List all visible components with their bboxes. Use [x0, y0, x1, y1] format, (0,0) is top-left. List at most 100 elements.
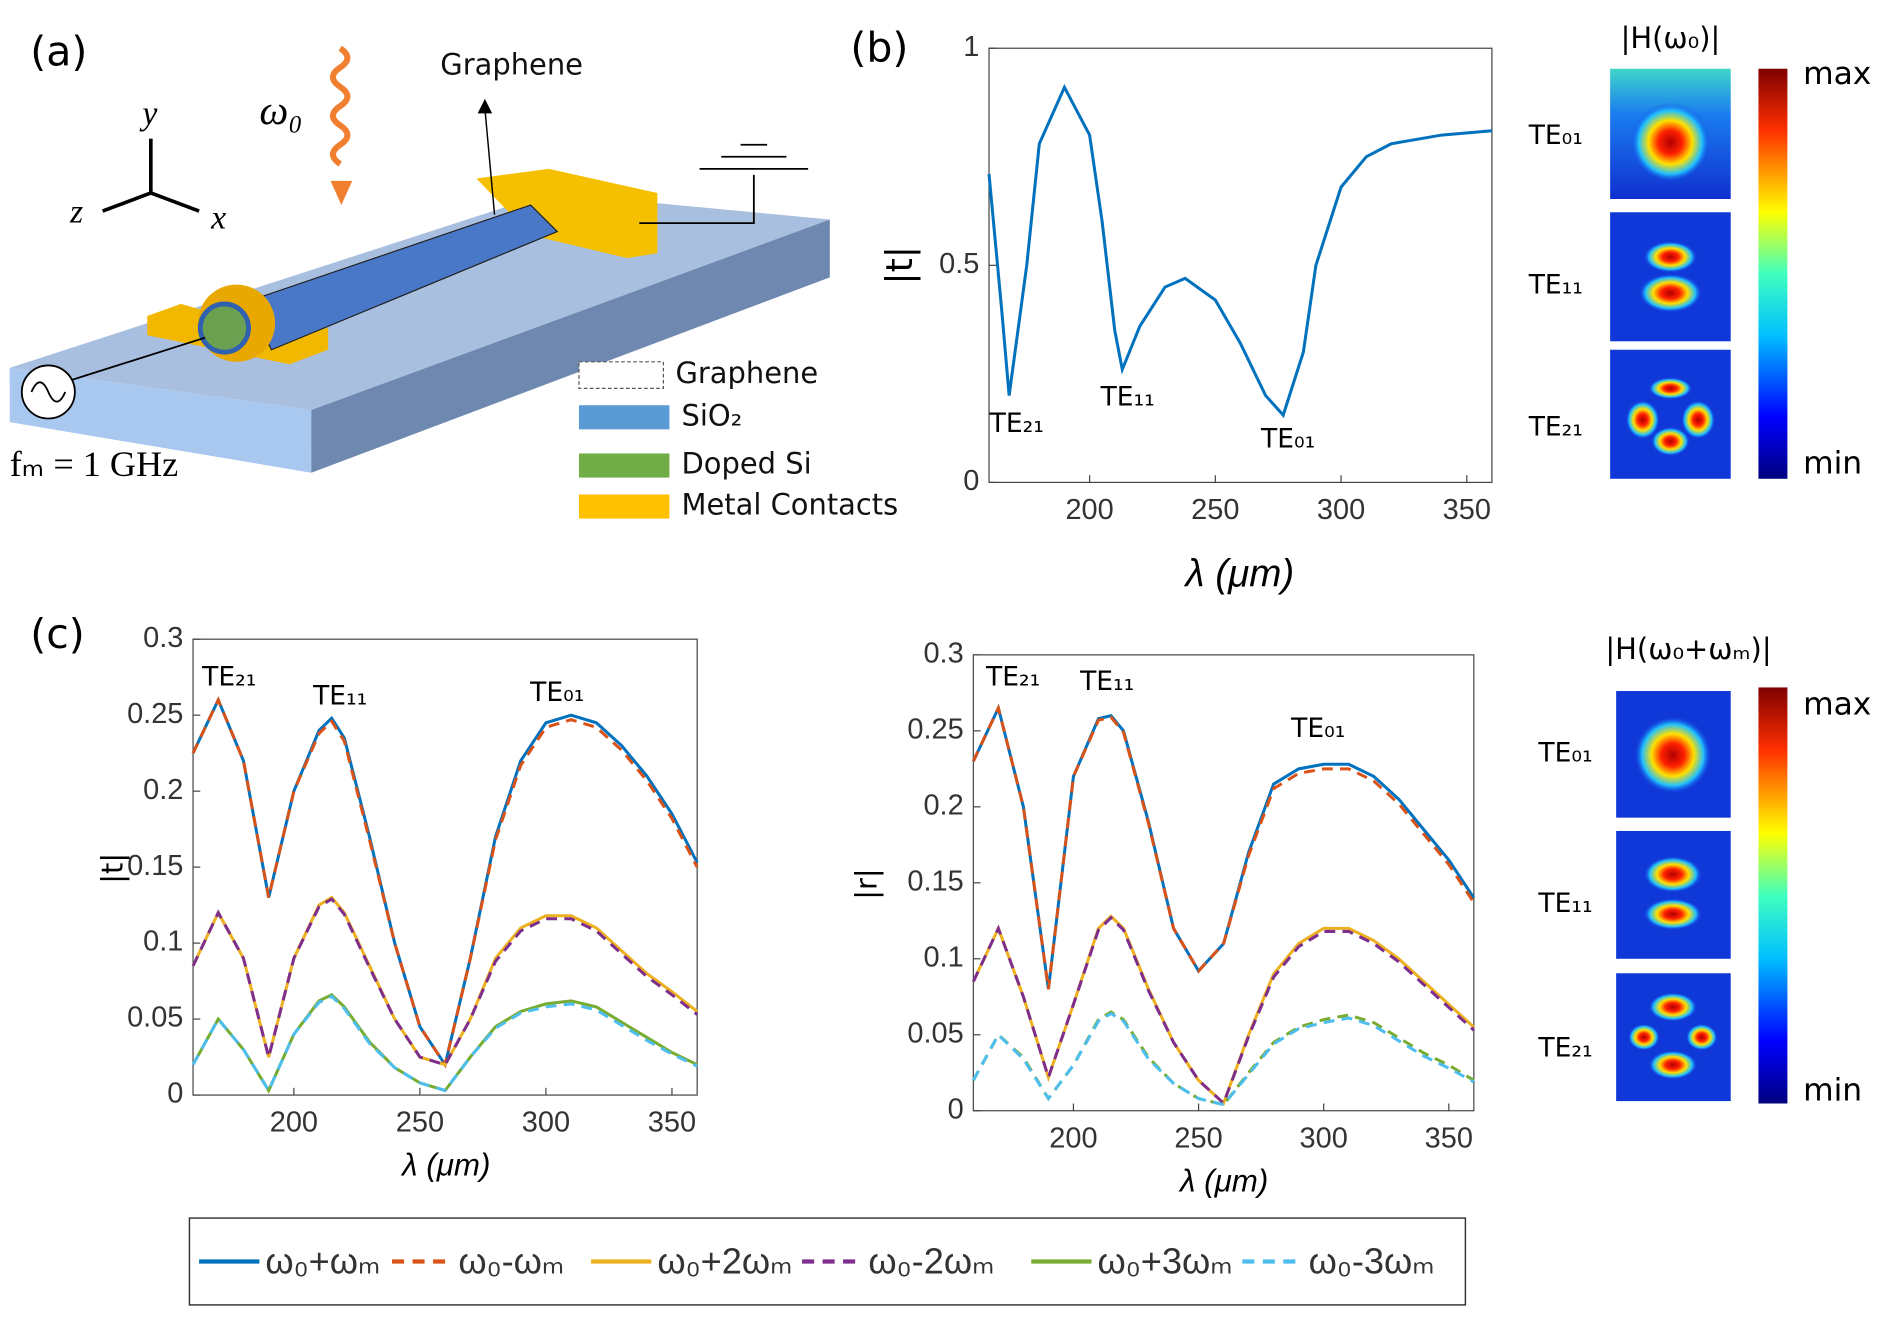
legend-swatch	[578, 453, 670, 478]
doped-si-core	[197, 301, 251, 355]
x-axis-label: λ (μm)	[400, 1148, 490, 1183]
annotation: TE₀₁	[1290, 713, 1345, 744]
y-tick-label: 0.15	[127, 850, 183, 882]
x-tick-label: 250	[396, 1107, 444, 1139]
mode-map	[1616, 830, 1731, 959]
map-title: |H(ω₀)|	[1621, 21, 1721, 55]
x-tick-label: 250	[1174, 1122, 1222, 1154]
series-line	[972, 1011, 1475, 1107]
colorbar	[1758, 68, 1788, 479]
legend-swatch	[578, 405, 670, 430]
substrate-side	[311, 219, 830, 473]
colorbar-max: max	[1803, 687, 1871, 723]
colorbar	[1758, 687, 1788, 1104]
legend-label: ω₀-3ωₘ	[1309, 1240, 1435, 1281]
y-tick-label: 0.1	[923, 941, 963, 973]
mode-spot	[1681, 400, 1716, 439]
map-title: |H(ω₀+ωₘ)|	[1605, 632, 1771, 666]
axis-arrow	[101, 191, 152, 213]
mode-spot	[1643, 856, 1702, 893]
axis-label: x	[210, 199, 226, 236]
series-line	[191, 696, 699, 1069]
panel-label: (b)	[850, 24, 908, 72]
y-tick-label: 0.5	[939, 248, 979, 280]
arrowhead	[477, 98, 493, 114]
pointer	[484, 108, 496, 215]
y-tick-label: 1	[963, 31, 979, 63]
y-tick-label: 0.05	[907, 1017, 963, 1049]
contact-right	[476, 168, 658, 259]
annotation: TE₁₁	[312, 681, 367, 712]
series-line	[971, 703, 1476, 990]
axis-label: z	[69, 193, 83, 230]
y-tick-label: 0	[948, 1093, 964, 1125]
y-tick-label: 0.3	[143, 622, 183, 654]
omega-label: ω₀	[259, 87, 302, 133]
x-tick-label: 200	[1065, 494, 1113, 526]
mode-spot	[1648, 377, 1693, 400]
mode-spot	[1643, 241, 1697, 273]
y-axis-label: |r|	[849, 868, 883, 899]
colorbar-min: min	[1803, 445, 1862, 481]
light-wave	[329, 45, 351, 167]
mode-spot	[1639, 273, 1702, 313]
mode-spot	[1625, 400, 1660, 439]
mode-label: TE₁₁	[1537, 888, 1592, 919]
x-tick-label: 250	[1191, 494, 1239, 526]
series-line	[191, 994, 698, 1094]
mode-label: TE₀₁	[1537, 737, 1592, 768]
x-tick-label: 350	[1443, 494, 1491, 526]
legend-label: Metal Contacts	[681, 488, 898, 522]
annotation: TE₂₁	[201, 661, 256, 692]
y-tick-label: 0.3	[923, 638, 963, 670]
legend-label: ω₀+2ωₘ	[657, 1240, 792, 1281]
colorbar-max: max	[1803, 56, 1871, 92]
series-line	[987, 83, 1493, 419]
mode-spot	[1634, 716, 1712, 794]
plot-area	[972, 654, 1475, 1112]
y-tick-label: 0.15	[907, 865, 963, 897]
mode-label: TE₂₁	[1528, 412, 1583, 443]
y-axis-label: |t|	[96, 853, 130, 884]
mode-spot	[1651, 426, 1690, 456]
x-tick-label: 200	[1049, 1122, 1097, 1154]
x-tick-label: 300	[522, 1107, 570, 1139]
mode-spot	[1643, 898, 1702, 930]
x-tick-label: 350	[648, 1107, 696, 1139]
sine	[30, 381, 67, 403]
legend-swatch	[578, 494, 670, 519]
x-axis-label: λ (μm)	[1184, 553, 1295, 596]
panel-label: (a)	[30, 27, 87, 75]
mode-maps: |H(ω₀)| TE₀₁ TE₁₁ TE₂₁ max min |H(ω₀+ωₘ)…	[1528, 21, 1872, 1109]
annotation: TE₁₁	[1079, 666, 1134, 697]
x-tick-label: 200	[270, 1107, 318, 1139]
legend-label: ω₀-2ωₘ	[868, 1240, 994, 1281]
x-tick-label: 300	[1317, 494, 1365, 526]
x-tick-label: 350	[1425, 1122, 1473, 1154]
legend-label: ω₀+3ωₘ	[1098, 1240, 1233, 1281]
graphene-label: Graphene	[440, 47, 583, 81]
annotation: TE₂₁	[985, 661, 1040, 692]
annotation: TE₁₁	[1100, 381, 1155, 412]
y-tick-label: 0	[167, 1078, 183, 1110]
y-tick-label: 0.25	[127, 698, 183, 730]
wire	[60, 336, 206, 385]
mode-label: TE₂₁	[1537, 1033, 1592, 1064]
x-tick-label: 300	[1300, 1122, 1348, 1154]
annotation: TE₂₁	[989, 408, 1044, 439]
legend-label: SiO₂	[681, 398, 742, 432]
panel-label: (c)	[30, 610, 85, 658]
series-line	[971, 915, 1475, 1106]
legend-label: Graphene	[675, 356, 818, 390]
mode-spot	[1628, 1023, 1660, 1051]
modulation-label: fₘ = 1 GHz	[10, 444, 179, 484]
y-tick-label: 0.2	[143, 774, 183, 806]
y-tick-label: 0.05	[127, 1002, 183, 1034]
x-axis-label: λ (μm)	[1178, 1163, 1268, 1198]
legend-label: ω₀+ωₘ	[265, 1240, 380, 1281]
plot-area	[988, 47, 1493, 484]
legend-label: Doped Si	[681, 447, 811, 481]
annotation: TE₀₁	[1260, 424, 1315, 455]
mode-spot	[1648, 992, 1697, 1022]
